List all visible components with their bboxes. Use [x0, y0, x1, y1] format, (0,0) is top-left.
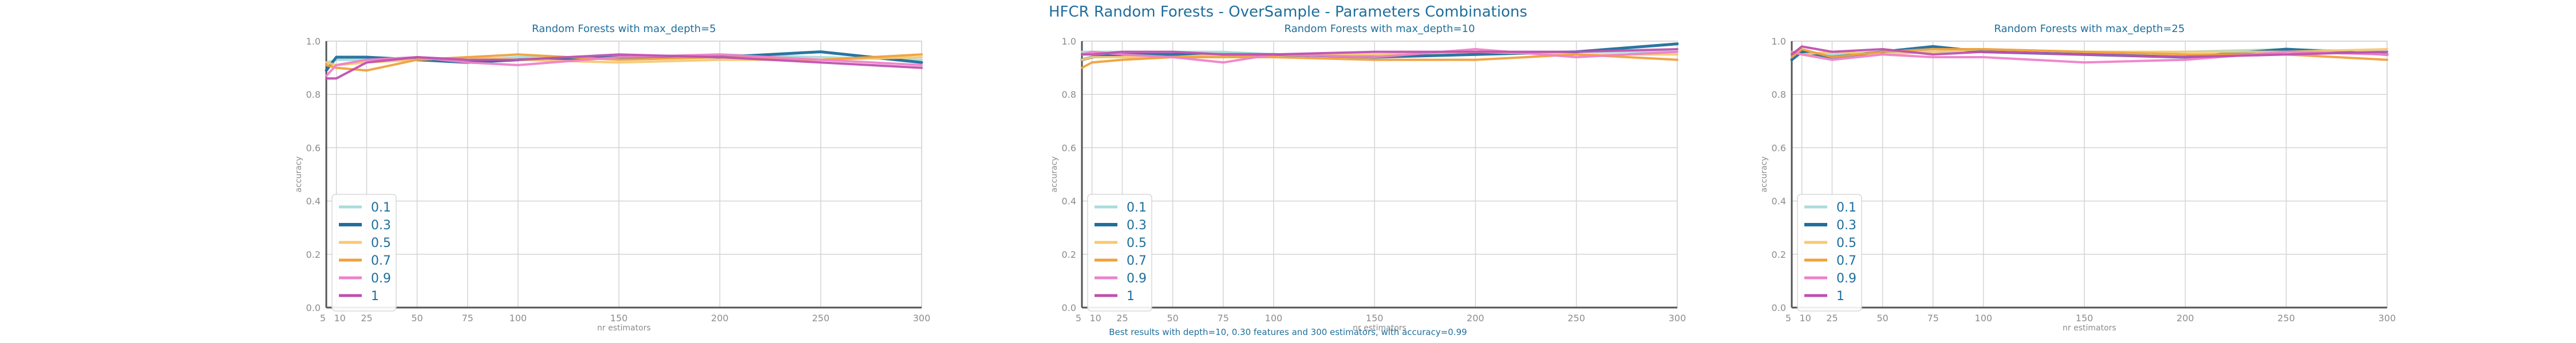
x-tick-label: 25 [1116, 313, 1128, 324]
x-axis-label: nr estimators [597, 324, 651, 333]
y-tick-label: 0.4 [1772, 196, 1786, 207]
x-tick-label: 5 [1785, 313, 1791, 324]
legend-label: 0.1 [1836, 201, 1856, 215]
y-tick-label: 1.0 [1062, 36, 1076, 47]
x-tick-label: 100 [509, 313, 527, 324]
x-tick-label: 50 [1167, 313, 1178, 324]
y-tick-label: 0.8 [1062, 89, 1076, 100]
legend-label: 1 [1836, 289, 1844, 304]
x-tick-label: 250 [2277, 313, 2295, 324]
x-tick-label: 75 [462, 313, 473, 324]
legend-label: 1 [1127, 289, 1135, 304]
legend-label: 0.7 [1836, 254, 1856, 268]
y-tick-label: 1.0 [306, 36, 321, 47]
figure-title: HFCR Random Forests - OverSample - Param… [1048, 3, 1528, 21]
x-tick-label: 75 [1218, 313, 1229, 324]
legend-label: 0.7 [1127, 254, 1147, 268]
x-tick-label: 100 [1975, 313, 1993, 324]
x-axis-label: nr estimators [2063, 324, 2116, 333]
x-tick-label: 10 [1799, 313, 1811, 324]
plot-frame [1081, 41, 1678, 308]
plot-frame [326, 41, 922, 308]
legend: 0.1 0.3 0.5 0.7 0.9 1 [331, 194, 397, 312]
y-axis-label: accuracy [294, 156, 303, 192]
series-line-0-7 [325, 53, 923, 72]
y-axis-label: accuracy [1760, 156, 1769, 192]
x-tick-label: 250 [1567, 313, 1585, 324]
y-tick-label: 0.6 [1772, 142, 1786, 153]
y-tick-label: 0.8 [1772, 89, 1786, 100]
y-tick-label: 0.6 [1062, 142, 1076, 153]
x-tick-label: 200 [2176, 313, 2194, 324]
subplot-title: Random Forests with max_depth=5 [532, 23, 716, 35]
x-tick-label: 100 [1265, 313, 1283, 324]
x-axis-label: nr estimators [1353, 324, 1406, 333]
series-line-0-7 [1791, 48, 2388, 61]
x-tick-label: 10 [1089, 313, 1101, 324]
x-tick-label: 150 [610, 313, 628, 324]
y-tick-label: 1.0 [1772, 36, 1786, 47]
y-tick-label: 0.0 [1772, 302, 1786, 313]
x-tick-label: 200 [1467, 313, 1484, 324]
x-tick-label: 5 [320, 313, 326, 324]
series-line-1 [1081, 48, 1678, 56]
legend-label: 0.3 [371, 218, 391, 233]
x-tick-label: 5 [1076, 313, 1081, 324]
series-line-1 [1791, 45, 2388, 58]
legend-label: 0.1 [1127, 201, 1147, 215]
chart-panel-depth-5: Random Forests with max_depth=5 0.0 0.2 0.4… [294, 23, 931, 333]
y-tick-label: 0.2 [306, 249, 321, 260]
x-tick-label: 200 [711, 313, 729, 324]
y-tick-label: 0.8 [306, 89, 321, 100]
subplot-title: Random Forests with max_depth=10 [1284, 23, 1475, 35]
legend-label: 0.9 [1127, 272, 1147, 286]
y-tick-label: 0.0 [1062, 302, 1076, 313]
legend-label: 0.3 [1836, 218, 1856, 233]
x-tick-label: 150 [1366, 313, 1384, 324]
y-tick-label: 0.2 [1062, 249, 1076, 260]
y-tick-label: 0.4 [1062, 196, 1076, 207]
x-tick-label: 75 [1927, 313, 1939, 324]
y-tick-label: 0.6 [306, 142, 321, 153]
legend-label: 0.5 [1127, 236, 1147, 250]
x-tick-label: 25 [1826, 313, 1838, 324]
x-tick-label: 300 [1669, 313, 1686, 324]
legend-label: 0.9 [1836, 272, 1856, 286]
series-line-0-3 [325, 50, 923, 72]
legend-label: 0.5 [371, 236, 391, 250]
x-tick-label: 50 [1876, 313, 1888, 324]
series-line-0-9 [325, 53, 923, 77]
x-tick-label: 300 [913, 313, 931, 324]
x-tick-label: 150 [2076, 313, 2093, 324]
legend-label: 0.5 [1836, 236, 1856, 250]
y-tick-label: 0.0 [306, 302, 321, 313]
plot-frame [1791, 41, 2388, 308]
series-line-0-7 [1081, 53, 1678, 69]
x-tick-label: 300 [2379, 313, 2396, 324]
x-tick-label: 50 [411, 313, 422, 324]
best-result-note: Best results with depth=10, 0.30 feature… [1109, 327, 1467, 337]
legend: 0.1 0.3 0.5 0.7 0.9 1 [1797, 194, 1862, 312]
subplot-title: Random Forests with max_depth=25 [1994, 23, 2184, 35]
legend-label: 0.1 [371, 201, 391, 215]
x-tick-label: 250 [812, 313, 829, 324]
series-line-1 [325, 53, 923, 80]
y-axis-label: accuracy [1050, 156, 1059, 192]
x-tick-label: 10 [334, 313, 345, 324]
legend-label: 0.9 [371, 272, 391, 286]
legend-label: 1 [371, 289, 379, 304]
legend: 0.1 0.3 0.5 0.7 0.9 1 [1087, 194, 1152, 312]
legend-label: 0.3 [1127, 218, 1147, 233]
y-tick-label: 0.2 [1772, 249, 1786, 260]
x-tick-label: 25 [361, 313, 372, 324]
chart-panel-depth-25: Random Forests with max_depth=25 0.0 0.2 0.… [1760, 23, 2396, 333]
chart-panel-depth-10: Random Forests with max_depth=10 0.0 0.2 0.… [1050, 23, 1686, 333]
y-tick-label: 0.4 [306, 196, 321, 207]
legend-label: 0.7 [371, 254, 391, 268]
